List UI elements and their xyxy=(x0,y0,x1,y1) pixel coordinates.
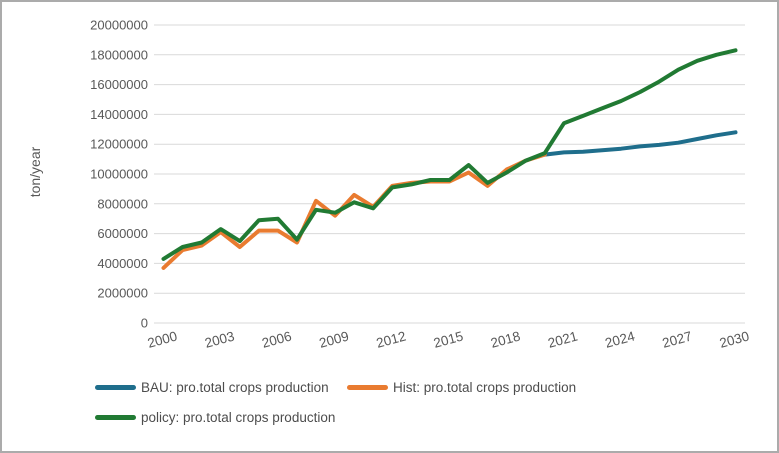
y-axis-tick-label: 2000000 xyxy=(97,286,148,301)
x-axis-tick-label: 2003 xyxy=(203,329,236,351)
y-axis-tick-label: 16000000 xyxy=(90,77,148,92)
legend-marker-hist xyxy=(347,385,388,390)
y-axis-tick-label: 18000000 xyxy=(90,47,148,62)
legend-row-1: BAU: pro.total crops production Hist: pr… xyxy=(95,380,576,395)
x-axis-tick-label: 2015 xyxy=(432,329,465,351)
x-axis-tick-label: 2030 xyxy=(718,329,751,351)
legend: BAU: pro.total crops production Hist: pr… xyxy=(95,380,576,440)
x-axis-tick-label: 2006 xyxy=(260,329,293,351)
y-axis-tick-label: 0 xyxy=(141,316,148,331)
x-axis-tick-label: 2024 xyxy=(603,328,636,350)
legend-marker-policy xyxy=(95,415,136,420)
y-axis-tick-label: 12000000 xyxy=(90,137,148,152)
y-axis-tick-label: 6000000 xyxy=(97,226,148,241)
y-axis-tick-label: 8000000 xyxy=(97,196,148,211)
y-axis-title: ton/year xyxy=(27,146,43,198)
series-line-policy[interactable] xyxy=(161,48,738,261)
legend-item-policy[interactable]: policy: pro.total crops production xyxy=(95,410,335,425)
x-axis-tick-label: 2000 xyxy=(146,329,179,351)
x-axis-tick-label: 2021 xyxy=(546,329,579,351)
legend-row-2: policy: pro.total crops production xyxy=(95,410,576,425)
legend-label-policy: policy: pro.total crops production xyxy=(141,410,336,425)
series-line-hist[interactable] xyxy=(161,152,547,270)
chart-area: 0 2000000 4000000 6000000 8000000 10000000 120… xyxy=(2,2,777,367)
y-axis-tick-label: 10000000 xyxy=(90,167,148,182)
chart-plot: 0 2000000 4000000 6000000 8000000 10000000 120… xyxy=(90,18,751,351)
y-axis-tick-label: 14000000 xyxy=(90,107,148,122)
y-axis-tick-label: 20000000 xyxy=(90,18,148,33)
legend-item-hist[interactable]: Hist: pro.total crops production xyxy=(347,380,576,395)
legend-label-hist: Hist: pro.total crops production xyxy=(393,380,577,395)
legend-item-bau[interactable]: BAU: pro.total crops production xyxy=(95,380,347,395)
x-axis-tick-label: 2027 xyxy=(661,329,694,351)
x-axis-tick-label: 2012 xyxy=(375,329,408,351)
x-axis-tick-label: 2018 xyxy=(489,329,522,351)
legend-marker-bau xyxy=(95,385,136,390)
series-line-bau[interactable] xyxy=(542,130,738,157)
y-axis-tick-label: 4000000 xyxy=(97,256,148,271)
x-axis-tick-label: 2009 xyxy=(317,329,350,351)
legend-label-bau: BAU: pro.total crops production xyxy=(141,380,329,395)
